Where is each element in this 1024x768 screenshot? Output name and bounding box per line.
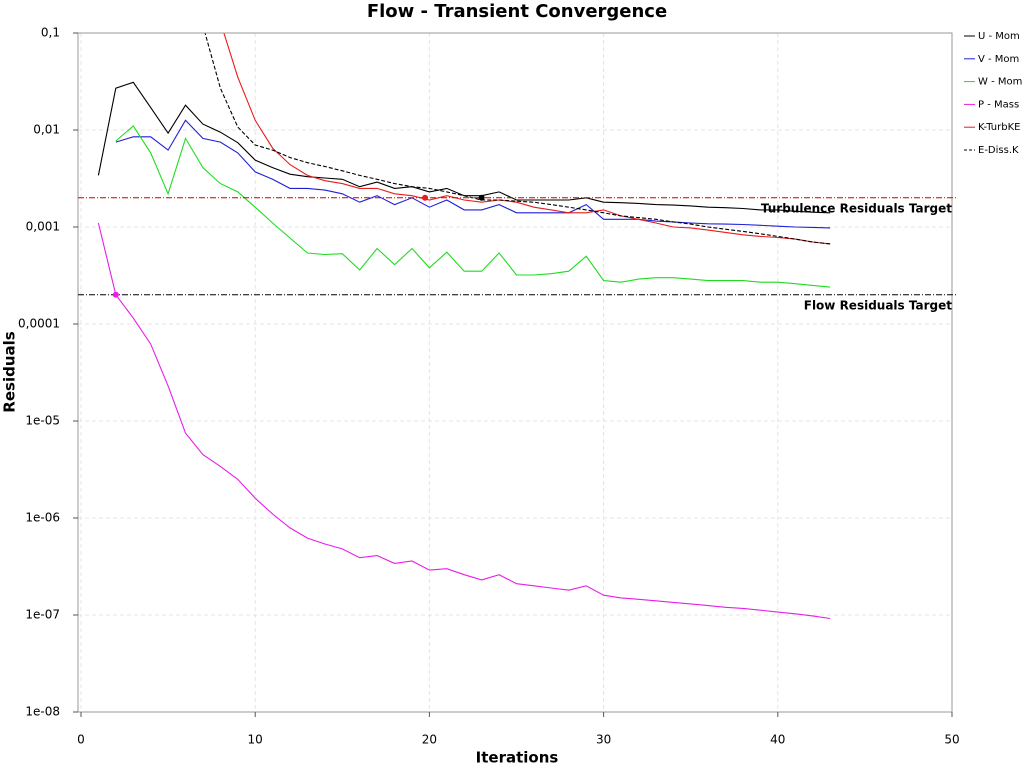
target-label: Turbulence Residuals Target [761,201,952,215]
x-tick-label: 20 [422,733,437,747]
y-tick-label: 0,001 [26,220,60,234]
marker-point [112,291,119,298]
y-tick-label: 1e-08 [25,705,60,719]
series-line [204,33,831,245]
series-line [97,81,831,214]
x-tick-label: 10 [248,733,263,747]
x-tick-label: 30 [596,733,611,747]
plot-area [97,33,831,620]
x-tick-label: 0 [77,733,85,747]
series-line [115,119,831,229]
series-line [97,222,831,620]
target-label: Flow Residuals Target [804,298,953,312]
grid [78,32,953,713]
y-tick-label: 0,01 [33,123,60,137]
x-axis-title: Iterations [476,749,559,767]
y-tick-label: 1e-05 [25,414,60,428]
y-tick-label: 1e-06 [25,511,60,525]
series-line [223,33,831,245]
y-tick-label: 1e-07 [25,608,60,622]
y-tick-label: 0,0001 [18,317,60,331]
legend-label: E-Diss.K [978,145,1019,156]
marker-point [478,194,485,201]
legend-label: P - Mass [978,99,1019,110]
x-tick-label: 50 [944,733,959,747]
marker-point [422,194,429,201]
chart-title: Flow - Transient Convergence [367,1,667,22]
legend-label: K-TurbKE [978,122,1020,133]
legend-label: U - Mom [978,31,1020,42]
legend-label: V - Mom [978,54,1019,65]
legend-label: W - Mom [978,77,1022,88]
x-tick-label: 40 [770,733,785,747]
y-axis-title: Residuals [1,331,19,412]
plot-frame [77,32,953,713]
series-line [115,125,831,288]
y-tick-label: 0,1 [41,26,60,40]
